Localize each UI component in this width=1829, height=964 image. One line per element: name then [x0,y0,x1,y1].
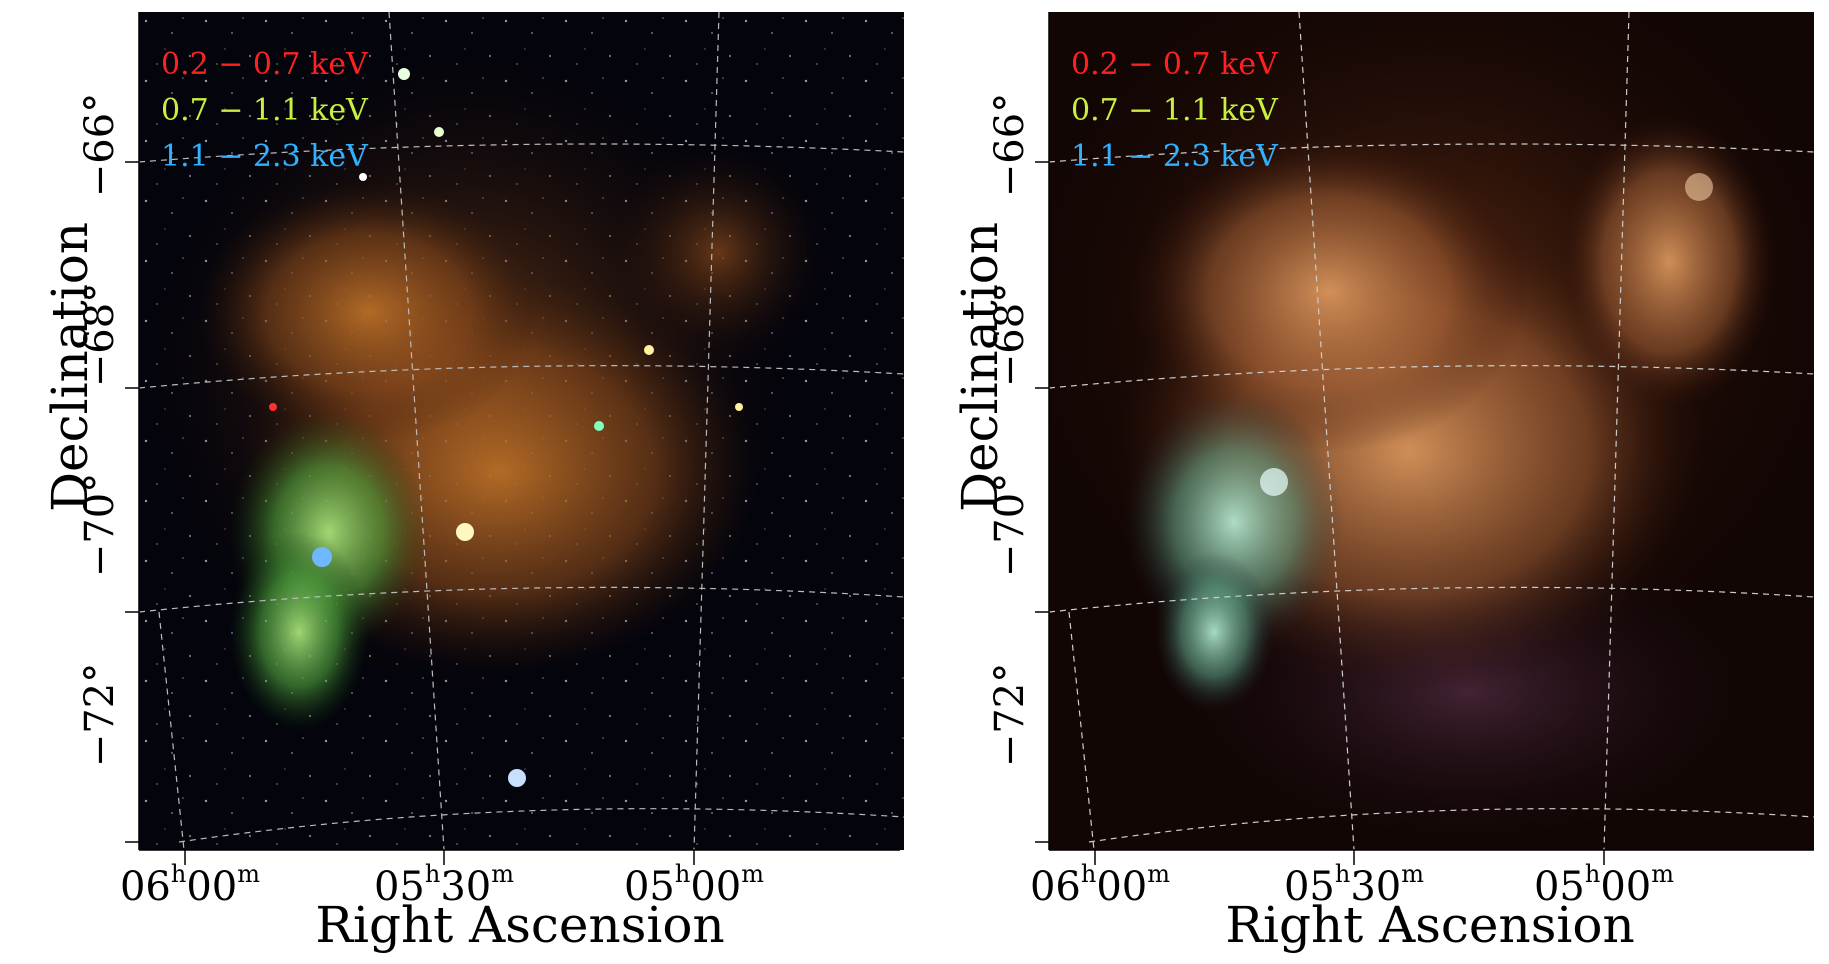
legend-medium: 0.7 − 1.1 keV [161,88,368,134]
x-axis-label: Right Ascension [315,896,724,954]
left-panel: Declination −66° −68° −70° −72° [0,0,900,964]
legend-hard: 1.1 − 2.3 keV [161,134,368,180]
legend-hard-right: 1.1 − 2.3 keV [1071,134,1278,180]
energy-band-legend-right: 0.2 − 0.7 keV 0.7 − 1.1 keV 1.1 − 2.3 ke… [1071,42,1278,180]
ytick-70: −70° [65,480,135,570]
ytick-72-right: −72° [975,670,1045,760]
smoothed-xray-image: 0.2 − 0.7 keV 0.7 − 1.1 keV 1.1 − 2.3 ke… [1049,12,1814,850]
ytick-68: −68° [65,290,135,380]
xtick-6h00m-right: 06h00m [1030,860,1170,910]
legend-soft: 0.2 − 0.7 keV [161,42,368,88]
raw-xray-image: 0.2 − 0.7 keV 0.7 − 1.1 keV 1.1 − 2.3 ke… [139,12,904,850]
legend-soft-right: 0.2 − 0.7 keV [1071,42,1278,88]
ytick-66: −66° [65,100,135,190]
energy-band-legend: 0.2 − 0.7 keV 0.7 − 1.1 keV 1.1 − 2.3 ke… [161,42,368,180]
right-panel: Declination −66° −68° −70° −72° [910,0,1829,964]
xtick-6h00m: 06h00m [120,860,260,910]
ytick-72: −72° [65,670,135,760]
ytick-68-right: −68° [975,290,1045,380]
ytick-66-right: −66° [975,100,1045,190]
x-axis-label-right: Right Ascension [1225,896,1634,954]
legend-medium-right: 0.7 − 1.1 keV [1071,88,1278,134]
ytick-70-right: −70° [975,480,1045,570]
